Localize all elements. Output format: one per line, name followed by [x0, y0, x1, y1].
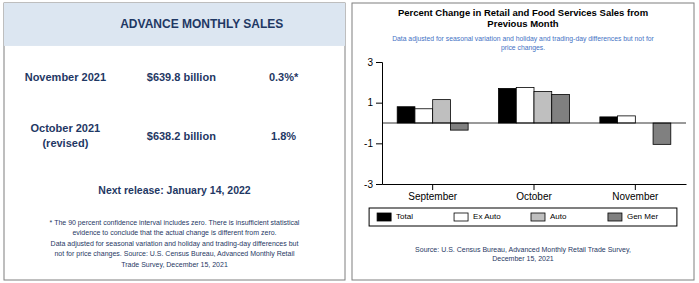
legend-box [369, 208, 677, 226]
row-pct: 0.3%* [269, 71, 299, 83]
tick-mark [534, 184, 535, 190]
tick-mark [376, 143, 382, 144]
next-release: Next release: January 14, 2022 [98, 184, 251, 196]
x-tick: November [612, 184, 659, 202]
legend-label: Total [396, 212, 413, 221]
legend-label: Ex Auto [473, 212, 501, 221]
bar [450, 123, 468, 130]
tick-label: 3 [367, 57, 373, 68]
row-label: (revised) [42, 137, 88, 149]
bars [397, 87, 671, 144]
chart-subtitle: Data adjusted for seasonal variation and… [392, 35, 654, 52]
row-pct: 1.8% [271, 130, 296, 142]
legend-label: Auto [550, 212, 567, 221]
legend-swatch [377, 213, 391, 221]
y-tick: 3 [367, 57, 382, 68]
legend-swatch [608, 213, 622, 221]
text-line: December 15, 2021 [492, 255, 554, 262]
bar [397, 107, 415, 123]
tick-label: 1 [367, 97, 373, 108]
y-tick: 1 [367, 97, 382, 108]
tick-mark [635, 184, 636, 190]
row-label: November 2021 [25, 71, 106, 83]
tick-label: September [408, 191, 458, 202]
text-line: Source: U.S. Census Bureau, Advanced Mon… [415, 246, 631, 254]
legend-label: Gen Mer [627, 212, 658, 221]
y-tick: -1 [364, 138, 382, 149]
bar [618, 116, 636, 123]
footnote: * The 90 percent confidence interval inc… [50, 219, 300, 227]
x-tick: September [408, 184, 458, 202]
row-value: $639.8 billion [147, 71, 216, 83]
header-text: ADVANCE MONTHLY SALES [120, 17, 283, 31]
tick-mark [432, 184, 433, 190]
panel-header [4, 3, 345, 46]
bar [433, 100, 451, 123]
bar [653, 123, 671, 144]
right-panel: Percent Change in Retail and Food Servic… [352, 3, 694, 280]
footnote: evidence to conclude that the actual cha… [72, 229, 276, 237]
row-label: October 2021 [31, 122, 101, 134]
tick-mark [376, 103, 382, 104]
chart-root: ADVANCE MONTHLY SALES November 2021 $639.8… [0, 0, 699, 283]
axis-line [376, 63, 383, 185]
text-line: Percent Change in Retail and Food Servic… [398, 7, 648, 18]
bar [415, 109, 433, 123]
legend-swatch [531, 213, 545, 221]
chart-title: Percent Change in Retail and Food Servic… [398, 7, 648, 29]
footnote: not for price changes. Source: U.S. Cens… [54, 250, 295, 258]
source: Source: U.S. Census Bureau, Advanced Mon… [415, 246, 631, 262]
left-panel: ADVANCE MONTHLY SALES November 2021 $639.8… [4, 3, 345, 280]
bar [534, 91, 552, 123]
bar [600, 117, 618, 123]
row-value: $638.2 billion [147, 130, 216, 142]
text-line: Previous Month [487, 18, 558, 29]
tick-label: -1 [364, 138, 373, 149]
text-line: Data adjusted for seasonal variation and… [392, 35, 654, 43]
tick-label: -3 [364, 179, 373, 190]
footnote: Data adjusted for seasonal variation and… [51, 240, 299, 248]
tick-label: November [612, 191, 659, 202]
panel-border [4, 3, 345, 280]
tick-label: October [516, 191, 552, 202]
y-axis: -3 -1 1 3 [364, 57, 382, 190]
text-line: price changes. [501, 44, 545, 52]
tick-mark [376, 184, 382, 185]
x-tick: October [516, 184, 552, 202]
y-tick: -3 [364, 179, 382, 190]
bar [552, 95, 570, 123]
legend-swatch [454, 213, 468, 221]
bar [499, 88, 517, 123]
bar [516, 87, 534, 123]
zero-line [382, 123, 686, 124]
footnote: Trade Survey, December 15, 2021 [121, 261, 228, 269]
panel-border [352, 3, 694, 280]
tick-mark [376, 62, 382, 63]
x-axis: September October November [383, 184, 687, 202]
legend: Total Ex Auto Auto Gen Mer [369, 208, 677, 226]
